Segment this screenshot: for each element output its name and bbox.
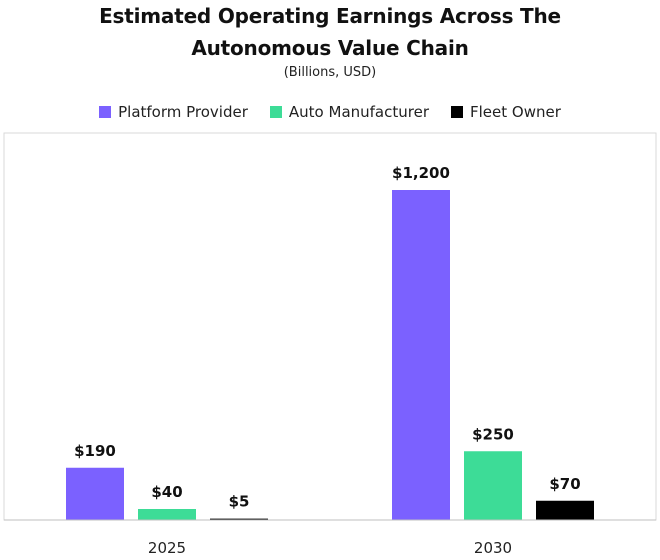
data-label-platform-provider-2030: $1,200	[392, 164, 450, 182]
chart-title-line-2: Autonomous Value Chain	[191, 36, 469, 60]
legend-label-platform-provider: Platform Provider	[118, 103, 248, 121]
legend: Platform Provider Auto Manufacturer Flee…	[0, 103, 660, 121]
x-tick-label-2030: 2030	[474, 539, 512, 557]
data-label-auto-manufacturer-2025: $40	[151, 483, 182, 501]
bar-fleet-owner-2030	[536, 500, 594, 520]
legend-item-fleet-owner: Fleet Owner	[451, 103, 561, 121]
chart-subtitle: (Billions, USD)	[283, 65, 377, 80]
legend-swatch-platform-provider	[99, 106, 112, 118]
bar-platform-provider-2025	[66, 467, 124, 520]
data-label-fleet-owner-2030: $70	[549, 475, 580, 493]
bar-platform-provider-2030	[392, 190, 450, 520]
bar-auto-manufacturer-2030	[464, 451, 522, 520]
data-label-platform-provider-2025: $190	[74, 442, 116, 460]
plot-frame	[3, 132, 657, 521]
x-tick-label-2025: 2025	[148, 539, 186, 557]
bar-fleet-owner-2025	[210, 518, 268, 520]
legend-item-auto-manufacturer: Auto Manufacturer	[269, 103, 429, 121]
legend-label-auto-manufacturer: Auto Manufacturer	[288, 103, 429, 121]
legend-swatch-fleet-owner	[451, 106, 463, 118]
data-label-auto-manufacturer-2030: $250	[472, 425, 514, 443]
legend-item-platform-provider: Platform Provider	[99, 103, 248, 121]
legend-label-fleet-owner: Fleet Owner	[470, 103, 561, 121]
data-label-fleet-owner-2025: $5	[229, 493, 250, 511]
bar-auto-manufacturer-2025	[138, 509, 196, 520]
legend-swatch-auto-manufacturer	[269, 106, 282, 118]
chart-title-line-1: Estimated Operating Earnings Across The	[99, 4, 561, 28]
